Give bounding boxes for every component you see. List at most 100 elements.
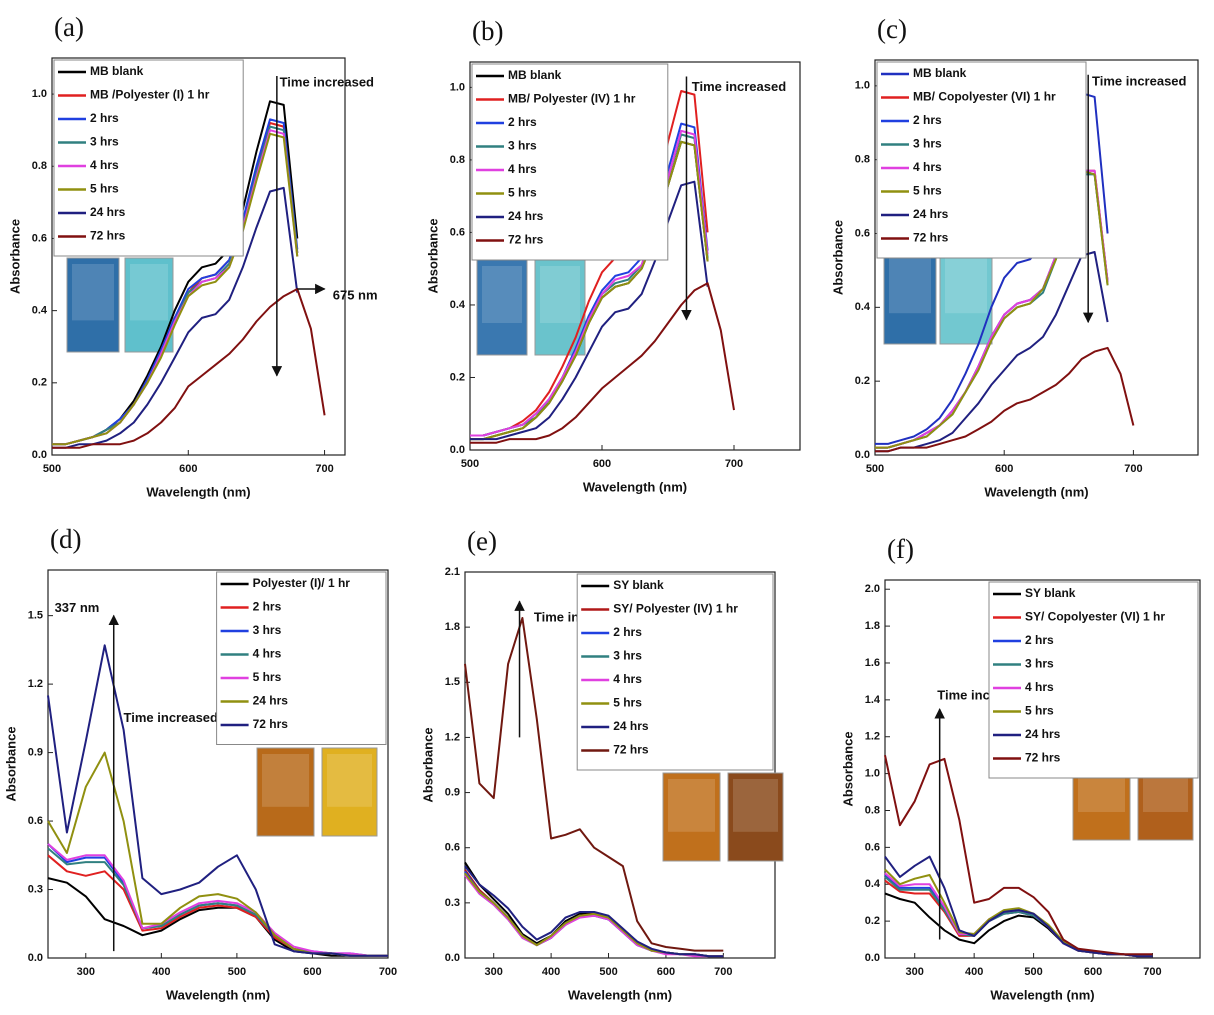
x-tick-label: 700 [1124, 463, 1142, 475]
annotation: Time increased [1092, 74, 1186, 89]
x-tick-label: 500 [1024, 966, 1042, 978]
y-tick-label: 1.6 [865, 657, 880, 669]
x-tick-label: 700 [315, 463, 333, 475]
plot-frame [51, 57, 346, 456]
annotation: Time increased [692, 79, 786, 94]
legend-label: MB/ Polyester (IV) 1 hr [508, 92, 636, 106]
inset-photo [727, 772, 784, 862]
x-tick-label: 700 [1143, 966, 1161, 978]
x-tick-label: 600 [657, 966, 675, 978]
inset-photo [883, 251, 937, 345]
y-tick-label: 1.8 [445, 621, 460, 633]
annotation: Time increased [124, 710, 218, 725]
y-tick-label: 0.8 [450, 154, 465, 166]
y-tick-label: 0.2 [855, 375, 870, 387]
y-tick-label: 2.1 [445, 566, 460, 578]
x-tick-label: 400 [965, 966, 983, 978]
legend-label: 72 hrs [508, 233, 544, 247]
inset-highlight [889, 258, 931, 314]
data-line [875, 346, 1135, 453]
y-tick-label: 0.2 [865, 915, 880, 927]
y-tick-label: 0.6 [28, 815, 43, 827]
legend-label: 4 hrs [1025, 680, 1054, 694]
y-tick-label: 0.9 [28, 746, 43, 758]
plot-frame [469, 61, 801, 451]
panel-label: (a) [54, 12, 84, 42]
legend-label: 5 hrs [613, 696, 642, 710]
y-tick-label: 0.4 [450, 299, 466, 311]
panel-label: (f) [887, 534, 914, 564]
legend-label: 72 hrs [90, 229, 126, 243]
legend-label: 24 hrs [508, 209, 544, 223]
legend-label: 24 hrs [90, 205, 126, 219]
annotation: 337 nm [55, 600, 100, 615]
x-axis-label: Wavelength (nm) [990, 987, 1094, 1002]
legend-label: 72 hrs [913, 231, 949, 245]
inset-photo [66, 257, 120, 353]
panel: (c) 0.0 0.2 0.4 0.6 0.8 1.0 500 600 700 Wavelength… [830, 14, 1199, 499]
panel: (e) 0.0 0.3 0.6 0.9 1.2 1.5 1.8 2.1 300 400 500 600 7… [420, 526, 784, 1002]
legend-label: 5 hrs [913, 184, 942, 198]
legend-label: 72 hrs [1025, 751, 1061, 765]
legend-label: SY blank [1025, 586, 1076, 600]
legend-label: 3 hrs [253, 623, 282, 637]
legend-label: 72 hrs [613, 743, 649, 757]
inset-highlight [262, 754, 309, 807]
y-tick-label: 0.4 [32, 305, 48, 317]
panel-label: (c) [877, 14, 907, 44]
x-tick-label: 600 [995, 463, 1013, 475]
data-line [47, 644, 388, 957]
y-tick-label: 1.0 [32, 88, 47, 100]
legend-label: 4 hrs [90, 158, 119, 172]
y-tick-label: 0.6 [32, 232, 47, 244]
x-tick-label: 500 [228, 966, 246, 978]
x-tick-label: 700 [379, 966, 397, 978]
data-line [47, 843, 388, 957]
legend-label: 2 hrs [90, 111, 119, 125]
y-axis-label: Absorbance [840, 731, 855, 806]
y-tick-label: 1.5 [28, 610, 43, 622]
y-tick-label: 1.4 [865, 694, 881, 706]
inset-highlight [327, 754, 372, 807]
y-axis-label: Absorbance [3, 726, 18, 801]
legend-label: 4 hrs [253, 647, 282, 661]
legend-label: SY blank [613, 578, 664, 592]
legend-label: 2 hrs [508, 115, 537, 129]
data-line [884, 754, 1153, 956]
panel: (f) 0.0 0.2 0.4 0.6 0.8 1.0 1.2 1.4 1.6 1.8 2.0 300 4… [840, 534, 1201, 1002]
y-axis-label: Absorbance [420, 727, 435, 802]
annotation: 675 nm [333, 288, 378, 303]
x-tick-label: 400 [152, 966, 170, 978]
y-tick-label: 0.4 [855, 301, 871, 313]
inset-highlight [540, 266, 580, 323]
x-tick-label: 300 [906, 966, 924, 978]
x-tick-label: 300 [485, 966, 503, 978]
plot-frame [47, 569, 389, 959]
x-tick-label: 700 [714, 966, 732, 978]
legend-label: 24 hrs [253, 694, 289, 708]
y-tick-label: 0.6 [450, 226, 465, 238]
y-tick-label: 0.2 [32, 377, 47, 389]
x-axis-label: Wavelength (nm) [166, 987, 270, 1002]
x-axis-label: Wavelength (nm) [568, 987, 672, 1002]
inset-photo [476, 259, 528, 356]
y-tick-label: 0.3 [445, 897, 460, 909]
legend-label: 5 hrs [90, 182, 119, 196]
legend-label: 4 hrs [508, 162, 537, 176]
data-line [464, 617, 724, 952]
legend-label: 24 hrs [613, 719, 649, 733]
legend-label: 3 hrs [508, 139, 537, 153]
plot-frame [464, 571, 776, 959]
x-tick-label: 400 [542, 966, 560, 978]
y-axis-label: Absorbance [7, 219, 22, 294]
y-tick-label: 0.2 [450, 371, 465, 383]
legend-label: Polyester (I)/ 1 hr [253, 576, 351, 590]
legend-label: 2 hrs [1025, 633, 1054, 647]
panel: (d) 0.0 0.3 0.6 0.9 1.2 1.5 300 400 500 600 700 Wave… [3, 524, 397, 1002]
y-tick-label: 0.8 [855, 154, 870, 166]
inset-highlight [733, 779, 778, 832]
data-line [52, 288, 326, 449]
legend-box [53, 59, 244, 257]
inset-highlight [482, 266, 522, 323]
